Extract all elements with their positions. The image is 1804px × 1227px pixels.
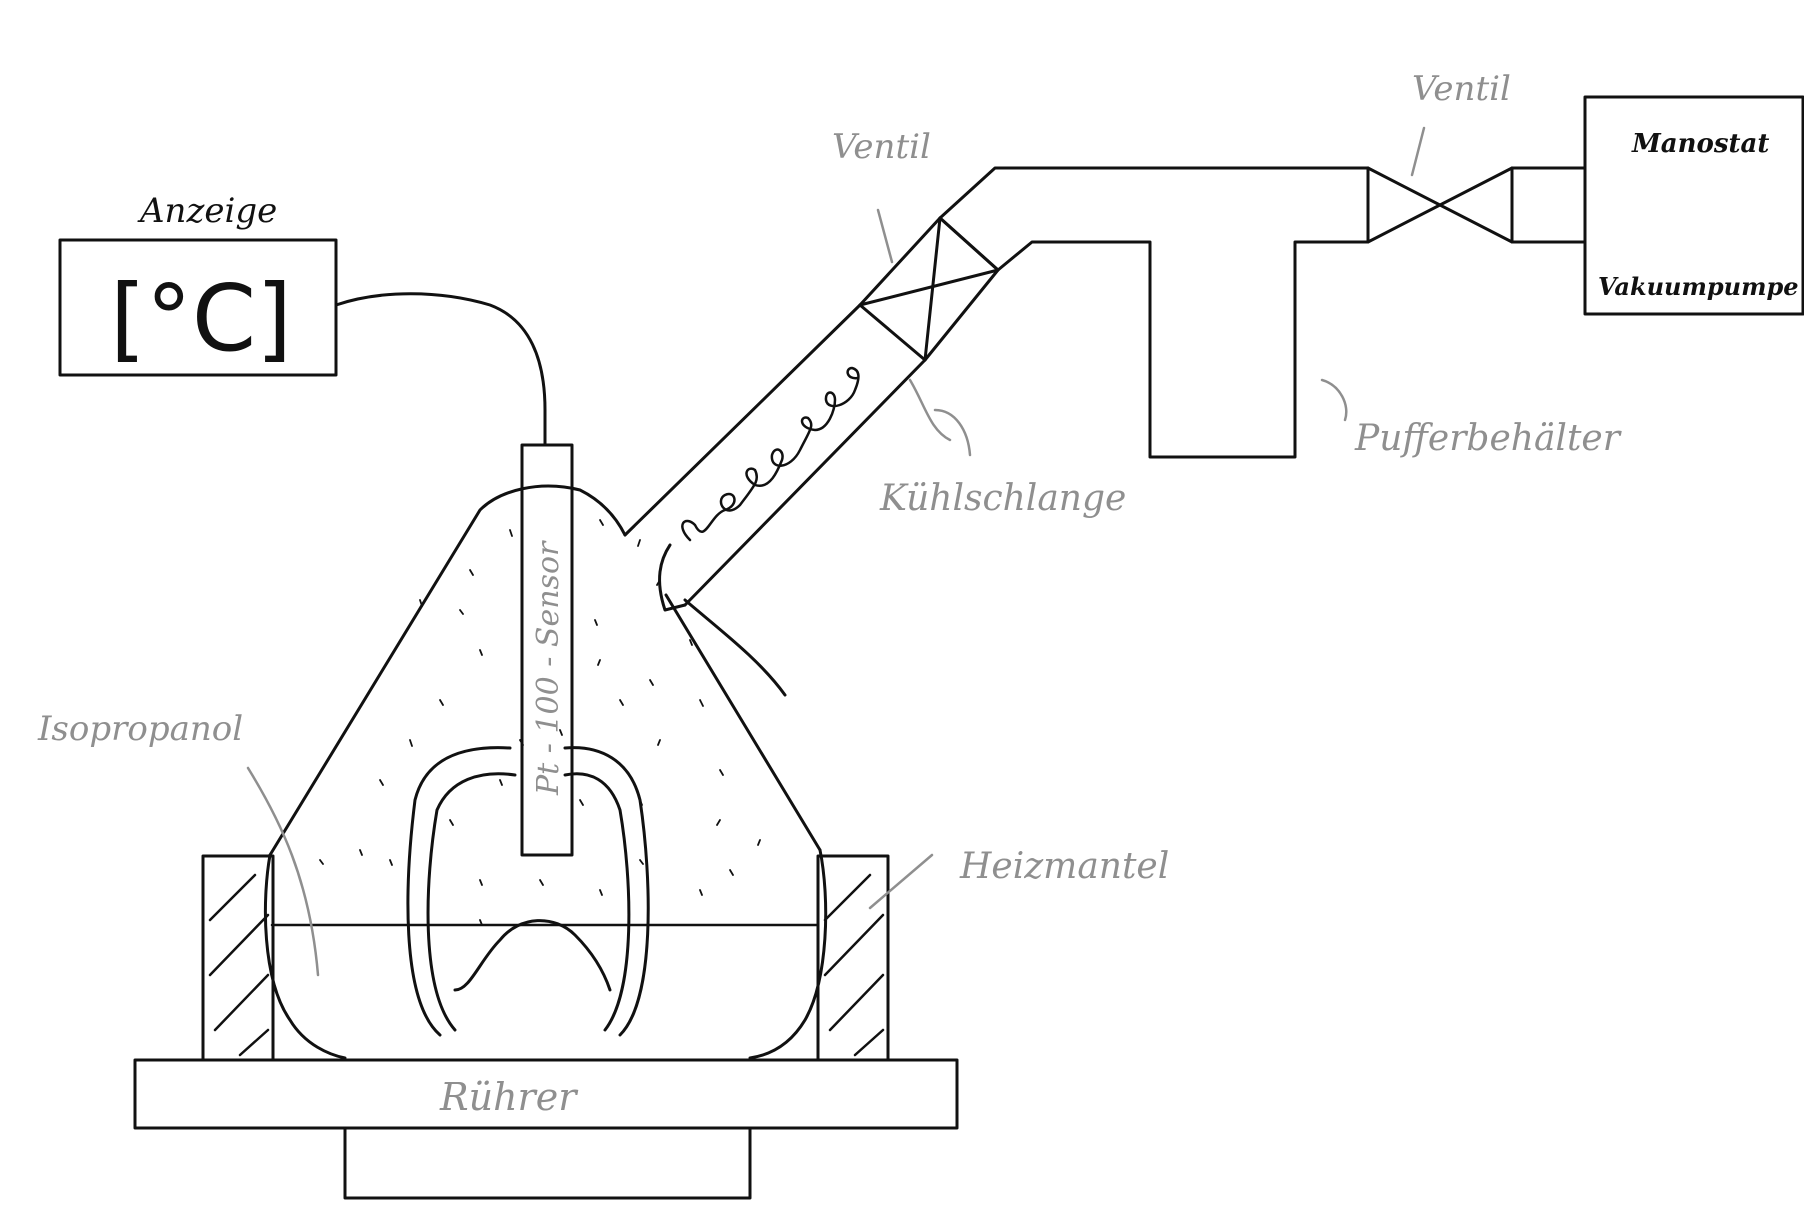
display-readout: [°C] xyxy=(110,265,292,372)
cooling-coil-label: Kühlschlange xyxy=(879,478,1126,519)
pipe-to-manostat xyxy=(1510,166,1587,244)
cooling-coil xyxy=(681,366,860,542)
condenser xyxy=(623,303,927,697)
isopropanol-label: Isopropanol xyxy=(37,709,243,749)
pt100-sensor: Pt - 100 - Sensor xyxy=(520,443,574,857)
temperature-display: Anzeige [°C] xyxy=(58,191,338,377)
stirrer-label: Rührer xyxy=(439,1075,579,1119)
vacuum-line xyxy=(938,166,1370,459)
heating-mantle-label: Heizmantel xyxy=(959,846,1169,887)
heating-mantle xyxy=(201,854,890,1062)
vacuum-pump-label: Vakuumpumpe xyxy=(1598,272,1799,301)
buffer-tank-label: Pufferbehälter xyxy=(1354,418,1622,459)
manostat-label: Manostat xyxy=(1631,129,1769,159)
display-title-label: Anzeige xyxy=(137,191,277,231)
valve-right-label: Ventil xyxy=(1412,69,1511,109)
valve-right xyxy=(1366,166,1514,244)
sensor-label: Pt - 100 - Sensor xyxy=(531,540,566,796)
stirrer: Rührer xyxy=(133,1058,959,1200)
manostat-vacuum-pump: Manostat Vakuumpumpe xyxy=(1583,95,1804,316)
annotations: Ventil Ventil Pufferbehälter Kühlschlang… xyxy=(37,69,1622,977)
sensor-cable xyxy=(334,292,547,447)
valve-left-label: Ventil xyxy=(832,127,931,167)
stir-loop xyxy=(406,746,650,1037)
valve-left xyxy=(858,216,1000,362)
flask xyxy=(263,484,828,1060)
